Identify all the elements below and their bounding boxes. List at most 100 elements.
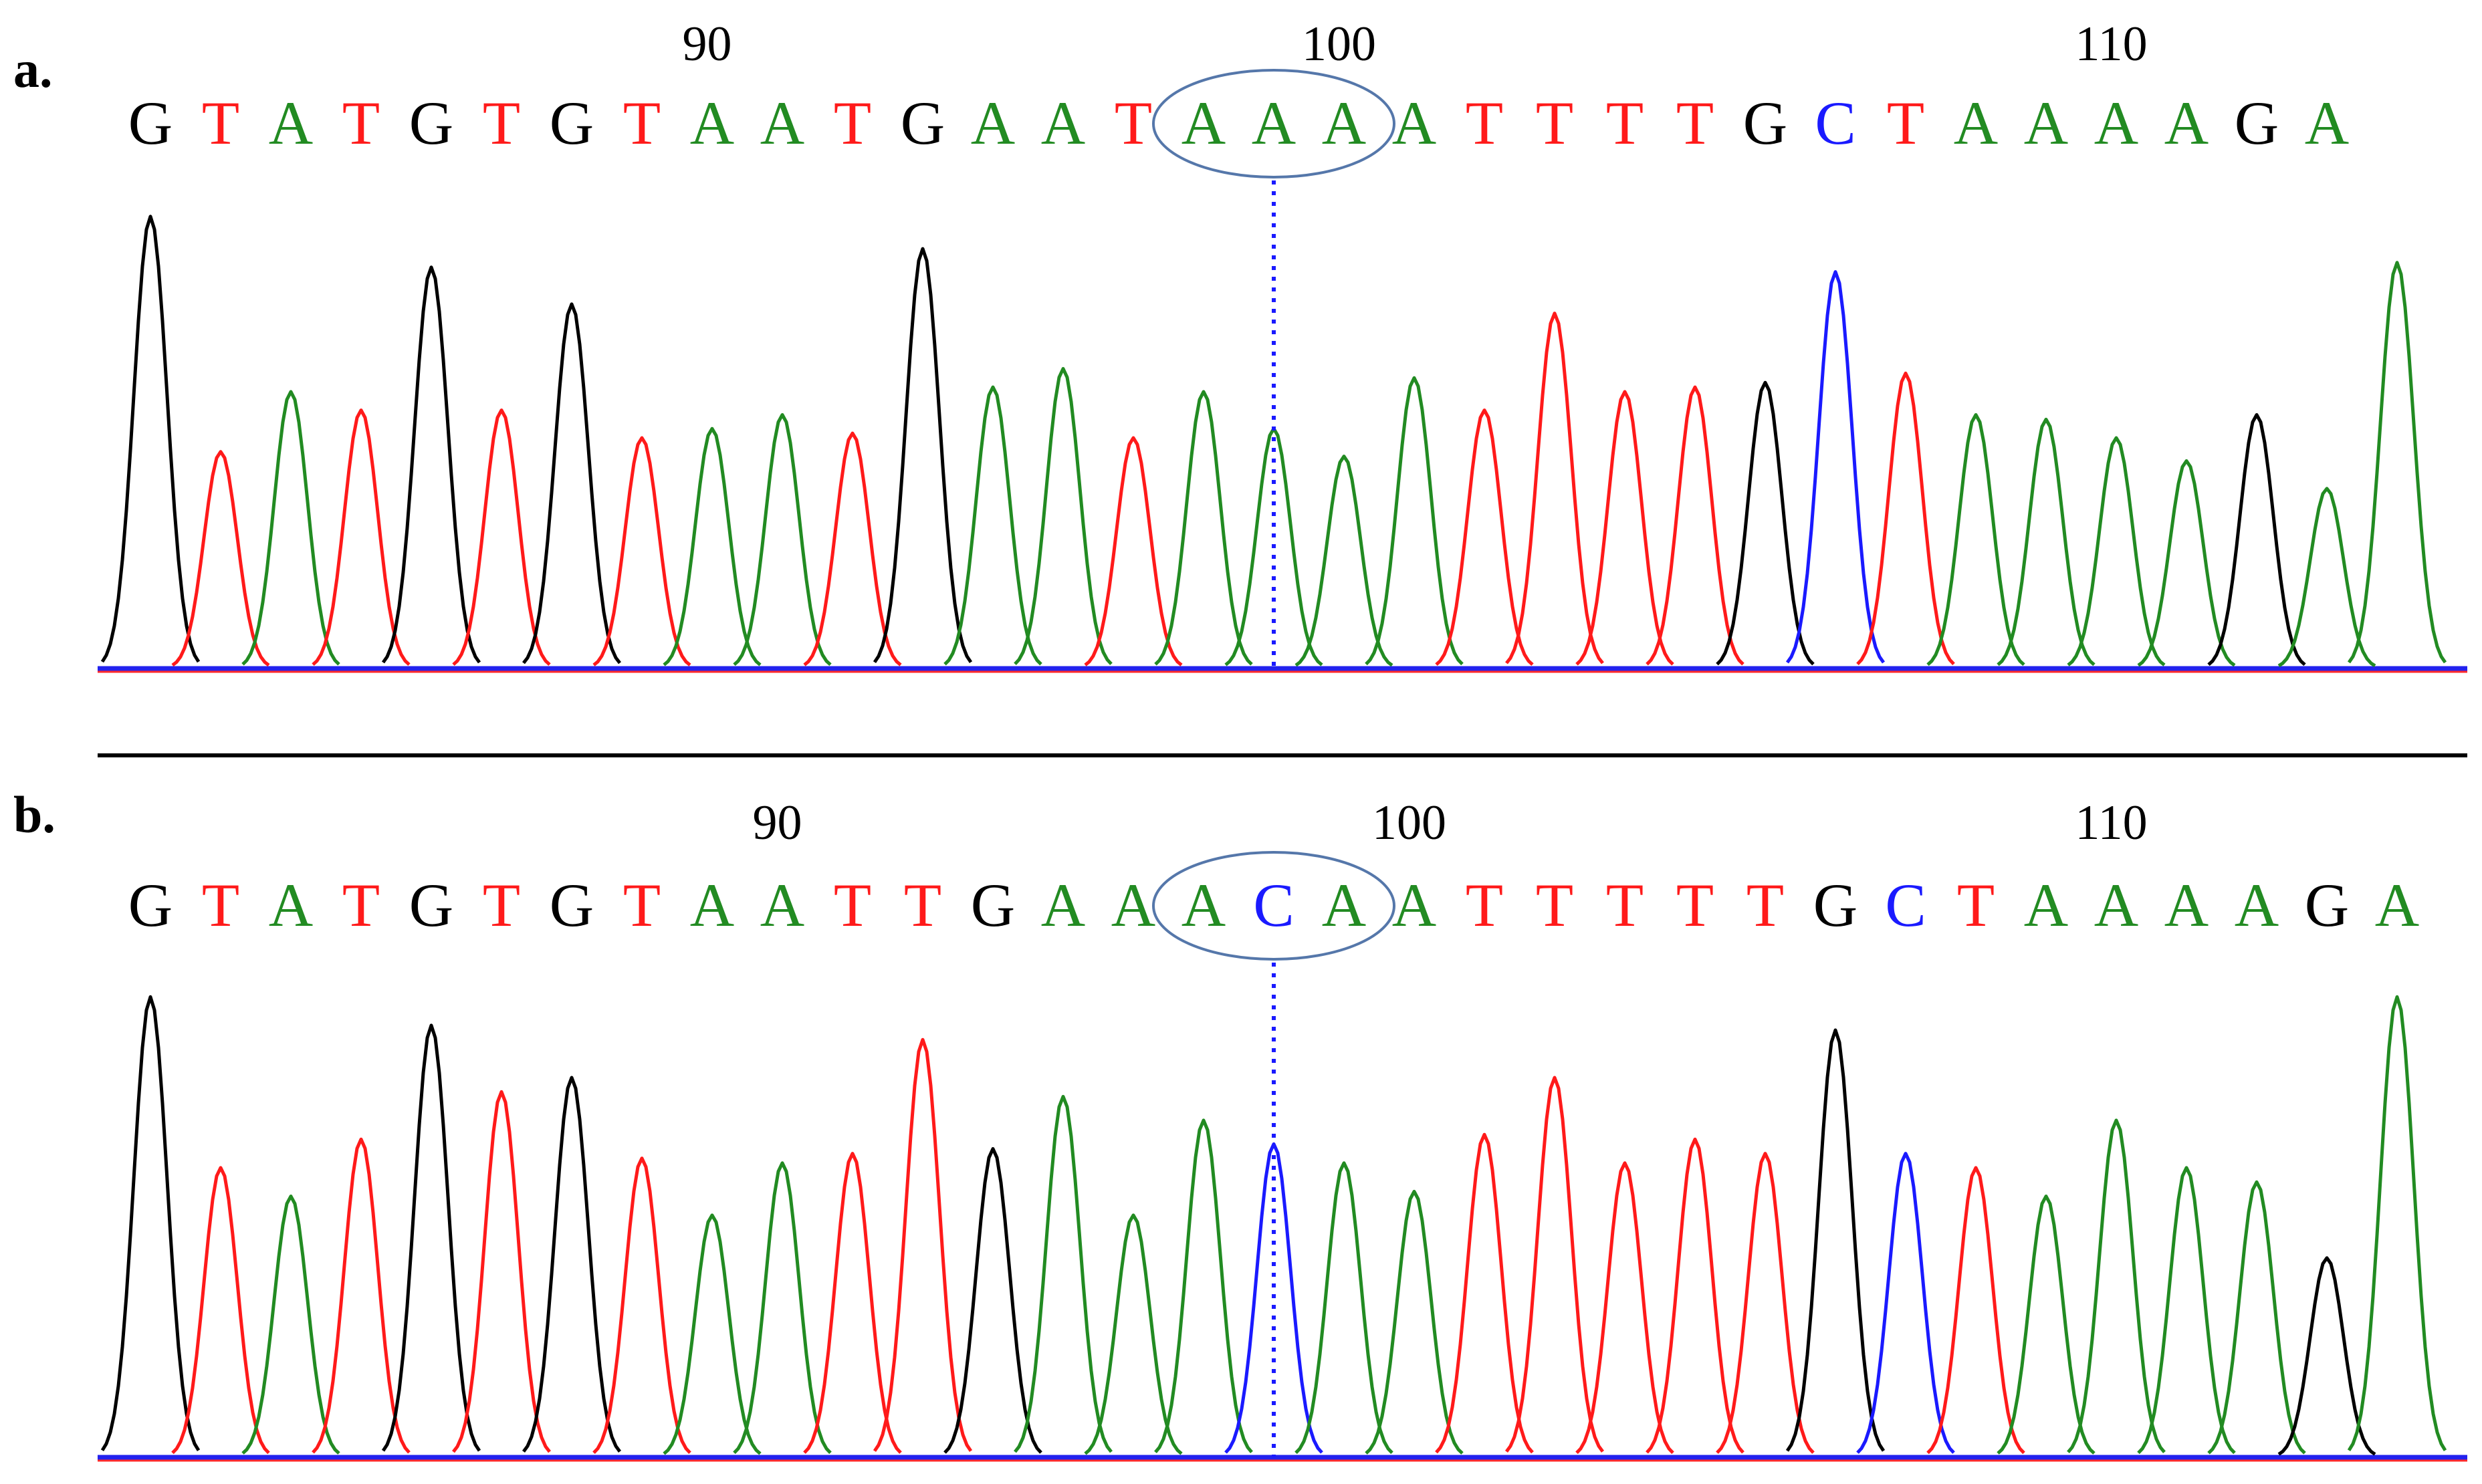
base-call: G <box>2305 871 2349 939</box>
base-call: T <box>202 89 239 157</box>
base-call: A <box>1181 871 1226 939</box>
trace-peak-a <box>1997 417 2096 666</box>
position-tick-label: 90 <box>753 795 802 850</box>
trace-peak-g <box>873 247 973 663</box>
trace-peak-g <box>2207 413 2306 666</box>
base-call: C <box>1885 871 1926 939</box>
base-call: G <box>901 89 945 157</box>
base-call: A <box>2235 871 2279 939</box>
trace-peak-g <box>100 995 201 1451</box>
base-call: A <box>1322 871 1366 939</box>
trace-peak-t <box>1646 1137 1744 1454</box>
base-call: A <box>690 871 734 939</box>
trace-peak-a <box>663 426 762 666</box>
base-call: T <box>1536 871 1573 939</box>
base-call: A <box>1111 871 1155 939</box>
base-call: T <box>1746 871 1784 939</box>
mutation-circle <box>1152 851 1395 961</box>
base-call: T <box>342 89 380 157</box>
base-call: A <box>1392 89 1436 157</box>
trace-peak-a <box>1997 1195 2096 1455</box>
trace-peak-a <box>1014 1094 1113 1453</box>
base-call: T <box>1887 89 1924 157</box>
base-call: A <box>2024 871 2068 939</box>
trace-peak-t <box>592 1156 691 1455</box>
trace-peak-g <box>522 1076 622 1453</box>
base-call: T <box>1957 871 1995 939</box>
base-call: A <box>760 871 804 939</box>
trace-peak-t <box>1716 1152 1815 1454</box>
base-call: A <box>760 89 804 157</box>
trace-peak-a <box>2137 1166 2236 1455</box>
trace-peak-g <box>381 265 481 664</box>
trace-peak-c <box>1856 1152 1955 1454</box>
base-call: A <box>2094 89 2138 157</box>
base-call: G <box>1743 89 1787 157</box>
trace-peak-a <box>1294 1161 1393 1455</box>
trace-peak-t <box>1575 1161 1674 1455</box>
base-call: T <box>1466 871 1503 939</box>
trace-peak-a <box>2067 436 2166 666</box>
trace-peak-g <box>1716 380 1815 666</box>
trace-peak-a <box>1294 455 1393 667</box>
trace-peak-t <box>1646 385 1744 666</box>
base-call: G <box>128 89 173 157</box>
trace-peak-t <box>1505 312 1604 664</box>
base-call: T <box>623 871 661 939</box>
base-call: A <box>971 89 1015 157</box>
trace-peak-a <box>1926 413 2025 666</box>
trace-peak-t <box>452 1090 551 1453</box>
trace-peak-a <box>1365 376 1464 666</box>
trace-peak-t <box>312 1137 411 1454</box>
base-call: T <box>1606 89 1644 157</box>
base-call: A <box>690 89 734 157</box>
trace-peak-g <box>522 302 621 664</box>
base-call: T <box>1676 871 1714 939</box>
base-call: A <box>1041 89 1085 157</box>
trace-peak-a <box>2347 995 2447 1451</box>
trace-peak-a <box>2347 261 2447 664</box>
trace-peak-t <box>171 450 270 667</box>
base-call: A <box>2164 89 2209 157</box>
base-call: T <box>202 871 239 939</box>
base-call: T <box>1115 89 1152 157</box>
base-call: G <box>409 871 453 939</box>
base-call: C <box>1253 871 1294 939</box>
panel-label: b. <box>13 785 55 844</box>
trace-peak-t <box>1084 436 1183 666</box>
position-tick-label: 100 <box>1302 17 1376 72</box>
trace-peak-a <box>2137 459 2236 667</box>
base-call: T <box>483 89 520 157</box>
base-call: A <box>1181 89 1226 157</box>
base-call: A <box>2305 89 2349 157</box>
trace-peak-t <box>312 408 411 666</box>
trace-peak-t <box>592 436 691 666</box>
position-tick-label: 90 <box>683 17 732 72</box>
mutation-circle <box>1152 69 1395 178</box>
base-call: A <box>2024 89 2068 157</box>
base-call: T <box>623 89 661 157</box>
base-call: A <box>2094 871 2138 939</box>
base-call: A <box>2164 871 2209 939</box>
trace-peak-t <box>1504 1076 1605 1453</box>
base-call: A <box>269 871 313 939</box>
trace-peak-a <box>241 390 340 666</box>
trace-peak-t <box>873 1037 973 1452</box>
base-call: A <box>1392 871 1436 939</box>
base-call: G <box>550 871 594 939</box>
trace-peak-a <box>943 385 1042 666</box>
trace-peak-a <box>1084 1213 1183 1455</box>
base-call: T <box>834 89 871 157</box>
base-call: T <box>834 871 871 939</box>
base-call: G <box>2235 89 2279 157</box>
trace-peak-a <box>663 1213 762 1455</box>
trace-peak-a <box>1154 1118 1253 1454</box>
trace-peak-c <box>1785 270 1886 664</box>
trace-peak-a <box>241 1195 340 1455</box>
trace-peak-c <box>1224 1142 1323 1454</box>
trace-peak-t <box>452 408 551 666</box>
trace-peak-t <box>1926 1166 2025 1455</box>
trace-peak-a <box>2277 487 2376 668</box>
trace-peak-g <box>381 1023 481 1452</box>
